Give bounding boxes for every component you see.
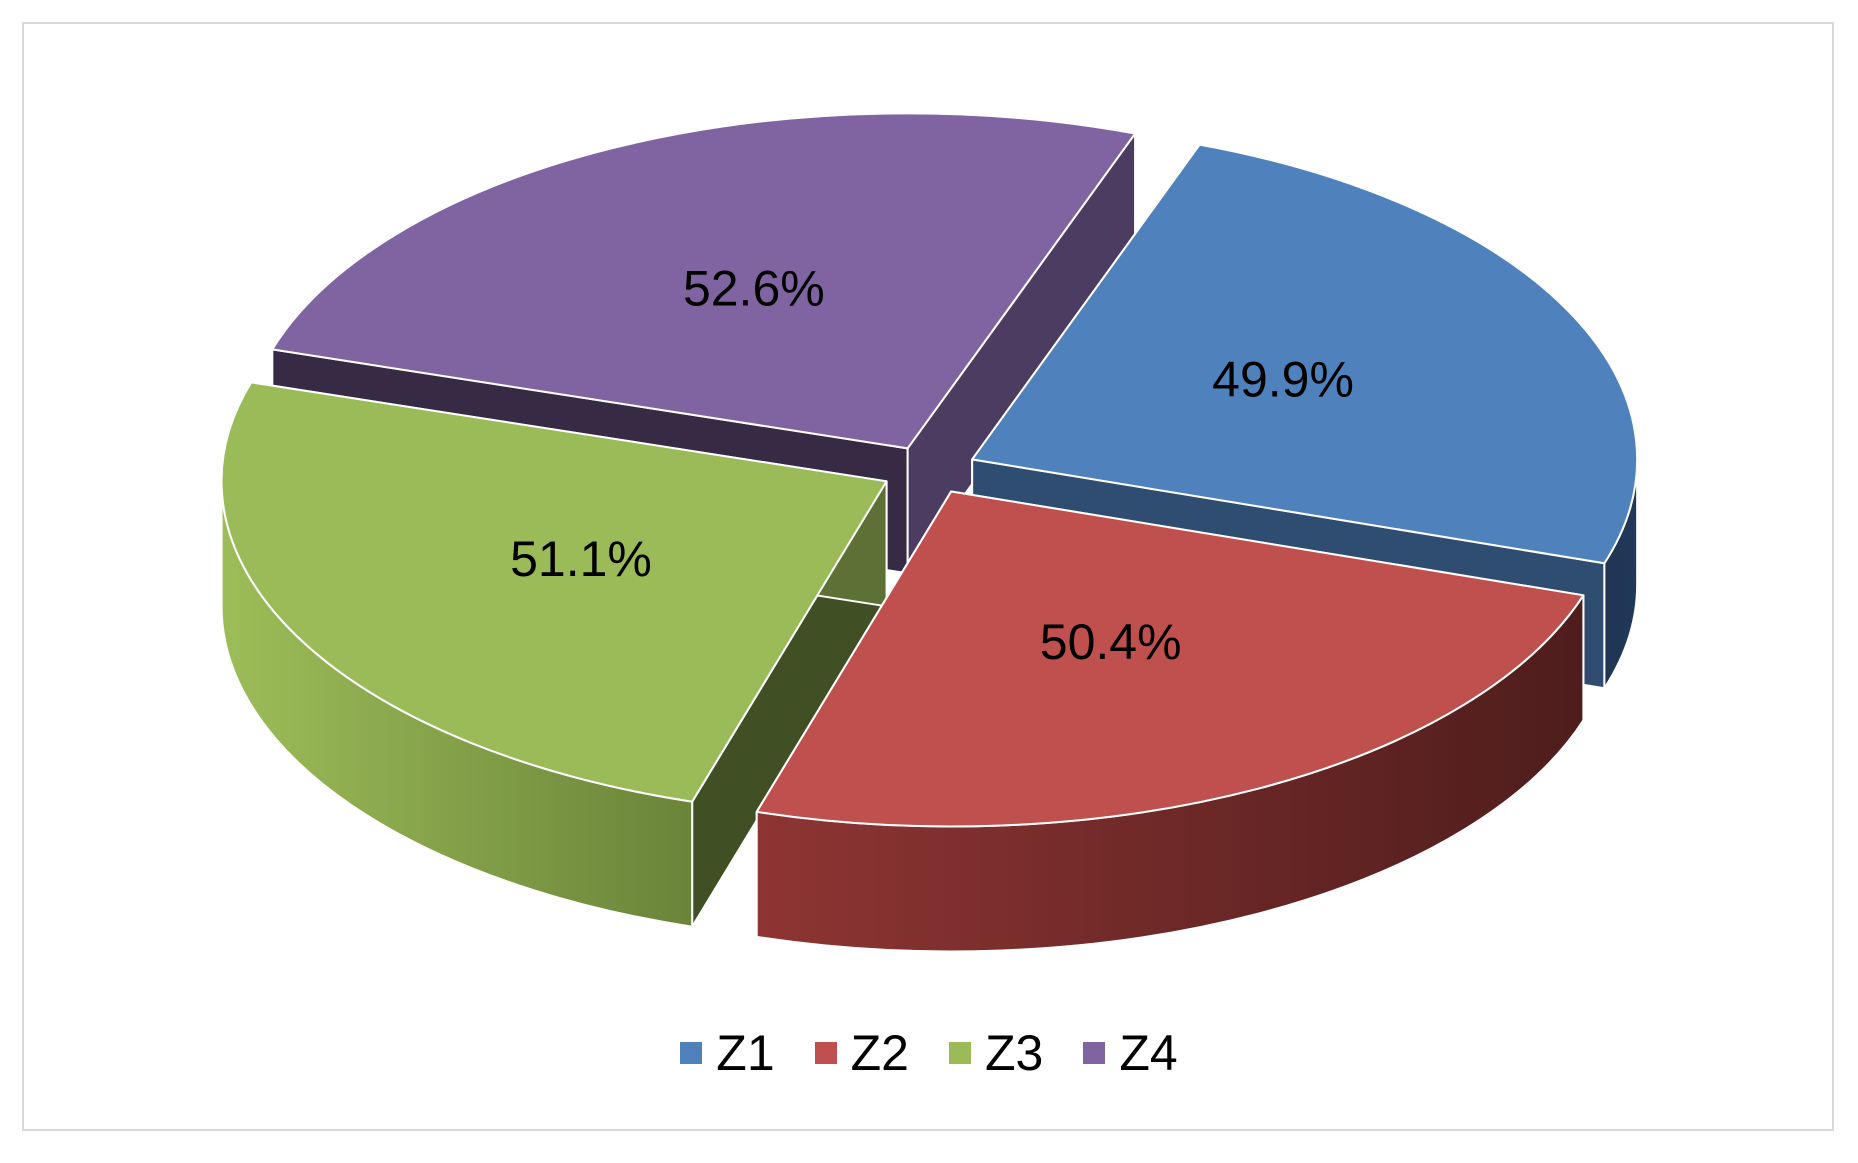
data-label-z2: 50.4%: [1040, 614, 1182, 670]
slice-z2-top: [755, 490, 1585, 828]
slice-z4-top: [271, 112, 1137, 450]
legend-swatch: [949, 1042, 971, 1064]
legend-label: Z4: [1119, 1025, 1178, 1081]
legend-label: Z2: [850, 1025, 909, 1081]
legend-item-z2: Z2: [814, 1025, 909, 1081]
legend-item-z3: Z3: [949, 1028, 1043, 1078]
legend-item-z1: Z1: [680, 1025, 775, 1081]
legend-swatch: [1083, 1042, 1106, 1064]
legend-label: Z3: [985, 1025, 1044, 1081]
slice-z3: [220, 381, 888, 928]
legend-label: Z1: [716, 1025, 775, 1081]
slice-z3-top: [220, 381, 888, 803]
legend-item-z4: Z4: [1083, 1025, 1178, 1081]
slice-z2: [755, 490, 1585, 953]
data-label-z1: 49.9%: [1212, 351, 1354, 407]
legend-swatch: [680, 1042, 703, 1064]
legend: Z1 Z2 Z3 Z4: [0, 1028, 1858, 1078]
data-label-z3: 51.1%: [510, 531, 652, 587]
slice-z1-top: [971, 143, 1639, 565]
data-label-z4: 52.6%: [683, 261, 825, 317]
legend-swatch: [814, 1042, 837, 1064]
